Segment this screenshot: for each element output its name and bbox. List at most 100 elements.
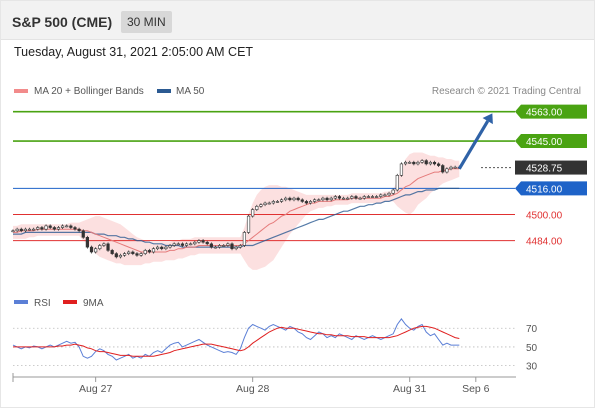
candle-body xyxy=(432,161,437,165)
candle-body xyxy=(391,189,395,194)
candle-body xyxy=(263,202,267,205)
candle-body xyxy=(73,227,77,230)
candle-body xyxy=(251,209,255,217)
candle-body xyxy=(156,246,160,250)
candle-body xyxy=(238,245,242,248)
candle-body xyxy=(366,196,370,198)
candle-body xyxy=(36,227,40,230)
legend-label-9ma: 9MA xyxy=(83,298,104,309)
candle-body xyxy=(127,251,131,254)
candle-body xyxy=(321,197,325,201)
candle-body xyxy=(308,201,313,204)
candle-body xyxy=(139,253,143,256)
candle-body xyxy=(106,243,110,251)
level-label-4: 4500.00 xyxy=(526,210,563,221)
candle-body xyxy=(81,230,85,238)
last-price-tag xyxy=(515,160,587,175)
level-tag-0 xyxy=(515,104,587,119)
candle-body xyxy=(255,206,259,210)
candle-body xyxy=(135,253,139,256)
candle-body xyxy=(114,253,118,258)
candle-body xyxy=(147,250,151,253)
legend-label-ma50: MA 50 xyxy=(176,86,205,97)
chart-header: S&P 500 (CME) 30 MIN xyxy=(1,1,594,40)
candle-body xyxy=(110,250,114,254)
candle-body xyxy=(428,161,432,165)
bollinger-band-area xyxy=(13,152,460,270)
candle-body xyxy=(19,228,23,232)
instrument-title: S&P 500 (CME) xyxy=(12,14,113,30)
candle-body xyxy=(56,227,61,230)
candle-body xyxy=(395,175,399,191)
candle-body xyxy=(11,230,15,233)
candle-body xyxy=(143,250,147,254)
rsi-tick-label-30: 30 xyxy=(526,362,538,373)
candle-body xyxy=(94,248,98,253)
candle-body xyxy=(118,254,123,258)
candle-body xyxy=(350,196,354,199)
candle-body xyxy=(408,161,412,164)
candle-body xyxy=(242,232,247,246)
rsi-legend: RSI 9MA xyxy=(14,298,104,309)
candle-body xyxy=(65,225,69,228)
candle-body xyxy=(333,196,337,199)
candle-body xyxy=(288,197,292,201)
candle-body xyxy=(284,197,288,201)
candle-body xyxy=(164,246,168,250)
candle-body xyxy=(453,166,457,169)
candle-body xyxy=(23,228,27,232)
legend-label-ma20: MA 20 + Bollinger Bands xyxy=(34,86,144,97)
candle-body xyxy=(98,245,102,250)
rsi-panel: 70 50 30 xyxy=(12,318,538,373)
legend-swatch-9ma xyxy=(63,300,77,304)
candle-body xyxy=(449,166,453,170)
candle-body xyxy=(300,199,304,202)
candle-body xyxy=(226,243,230,246)
rsi-line xyxy=(12,318,460,361)
candle-body xyxy=(180,243,185,246)
candle-body xyxy=(271,201,275,204)
time-axis: Aug 27 Aug 28 Aug 31 Sep 6 xyxy=(12,373,516,395)
candle-body xyxy=(379,194,383,197)
candle-body xyxy=(52,227,56,230)
ma20-line xyxy=(13,168,460,253)
interval-button[interactable]: 30 MIN xyxy=(121,11,172,33)
candle-body xyxy=(403,161,408,165)
level-tag-1 xyxy=(515,134,587,149)
candle-body xyxy=(362,196,366,199)
candle-body xyxy=(383,194,387,197)
candle-body xyxy=(176,243,180,246)
candle-body xyxy=(437,163,441,166)
candle-body xyxy=(85,237,89,248)
candle-body xyxy=(399,163,404,176)
candle-body xyxy=(412,161,416,165)
candle-body xyxy=(131,251,135,254)
candle-body xyxy=(296,197,300,201)
candle-body xyxy=(193,241,197,245)
candle-body xyxy=(69,225,73,228)
legend-swatch-ma50 xyxy=(157,89,171,93)
candle-body xyxy=(189,243,193,246)
candle-body xyxy=(184,243,189,246)
candle-body xyxy=(230,243,234,250)
candle-body xyxy=(102,243,106,246)
candle-body xyxy=(346,197,350,200)
level-label-1: 4545.00 xyxy=(526,137,563,148)
level-label-3: 4516.00 xyxy=(526,184,563,195)
candle-body xyxy=(213,246,218,249)
candle-body xyxy=(325,197,329,201)
candle-body xyxy=(358,197,362,200)
candle-body xyxy=(259,204,263,207)
level-label-5: 4484.00 xyxy=(526,237,563,248)
candle-body xyxy=(329,197,333,201)
x-tick-label: Aug 31 xyxy=(393,383,426,395)
candle-body xyxy=(27,228,32,231)
candle-body xyxy=(416,161,420,165)
candle-body xyxy=(387,192,391,196)
candle-body xyxy=(420,160,424,163)
candle-body xyxy=(424,160,428,165)
forecast-arrow-shaft xyxy=(457,120,490,170)
candle-body xyxy=(160,246,164,250)
price-panel: 4563.00 4545.00 4528.75 4516.00 4500.00 4484.… xyxy=(11,104,587,270)
